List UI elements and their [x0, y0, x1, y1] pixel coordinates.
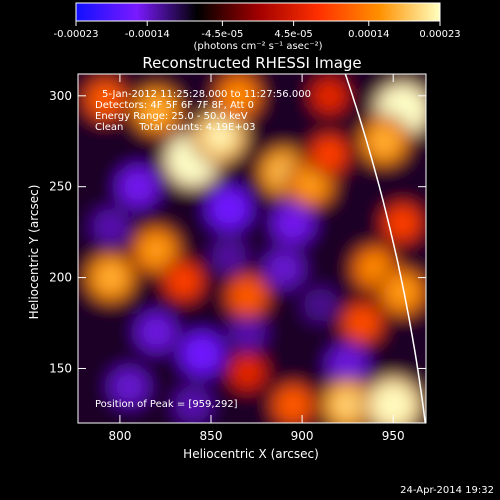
dim-source [327, 344, 368, 385]
heatmap-image [78, 74, 426, 423]
y-tick-label: 200 [49, 271, 72, 285]
bright-source-core [146, 100, 167, 121]
bright-source [86, 80, 125, 119]
dim-source [229, 314, 266, 351]
dim-source [117, 166, 159, 208]
colorbar-tick-label: 4.5e-05 [274, 29, 312, 40]
dim-source [272, 202, 314, 244]
dim-source [264, 249, 304, 288]
colorbar-tick-label: -0.00014 [125, 29, 170, 40]
dim-source [303, 287, 338, 322]
bright-source-core [365, 259, 385, 278]
y-tick-label: 300 [49, 89, 72, 103]
y-axis-label: Heliocentric Y (arcsec) [27, 185, 41, 320]
annotation-detectors: Detectors: 4F 5F 6F 7F 8F, Att 0 [95, 100, 254, 111]
y-tick-label: 250 [49, 180, 72, 194]
annotation-peak-position: Position of Peak = [959,292] [95, 399, 238, 410]
bright-source-core [392, 282, 412, 302]
bright-source [273, 385, 313, 423]
dim-source [174, 386, 211, 423]
bright-source-core [374, 131, 394, 152]
colorbar-ticks: -0.00023 -0.00014 -4.5e-05 4.5e-05 0.00014 0.… [54, 21, 461, 40]
bright-source [165, 263, 202, 300]
dim-source [211, 238, 247, 274]
annotation-clean-counts: Clean Total counts: 4.19E+03 [95, 122, 255, 133]
bright-source [312, 78, 347, 113]
footer-date: 24-Apr-2014 19:32 [400, 485, 494, 496]
bright-source-core [381, 393, 405, 417]
colorbar-unit-label: (photons cm⁻² s⁻¹ asec⁻²) [193, 41, 322, 52]
bright-source [230, 355, 265, 389]
axis-ticks: 800 850 900 950 150 200 250 300 [49, 74, 426, 443]
bright-source-core [301, 173, 321, 193]
solar-limb-curve [344, 74, 426, 423]
x-tick-label: 800 [108, 429, 131, 443]
bright-source-core [146, 240, 166, 260]
bright-source-core [229, 86, 248, 106]
x-tick-label: 850 [200, 429, 223, 443]
colorbar: -0.00023 -0.00014 -4.5e-05 4.5e-05 0.00014 0.… [54, 2, 461, 52]
bright-source [228, 276, 267, 316]
colorbar-tick-label: 0.00014 [348, 29, 389, 40]
y-tick-label: 150 [49, 361, 72, 375]
annotation-energy-range: Energy Range: 25.0 - 50.0 keV [95, 111, 248, 122]
dim-source [180, 332, 224, 376]
dim-source [109, 367, 149, 406]
bright-source-core [337, 394, 358, 416]
info-annotations: 5-Jan-2012 11:25:28.000 to 11:27:56.000 … [95, 89, 311, 410]
plot-frame [77, 73, 427, 424]
x-tick-label: 900 [291, 429, 314, 443]
x-tick-label: 950 [382, 429, 405, 443]
colorbar-tick-label: -4.5e-05 [201, 29, 243, 40]
colorbar-tick-label: 0.00023 [419, 29, 460, 40]
dim-source [207, 186, 251, 231]
dim-source [136, 312, 177, 353]
chart-title: Reconstructed RHESSI Image [142, 54, 361, 72]
bright-source [311, 135, 348, 173]
plot-area: 800 850 900 950 150 200 250 300 5-Jan-2012 11:2… [49, 73, 427, 443]
bright-source [343, 304, 381, 342]
bright-source-core [101, 267, 121, 288]
bright-source-core [209, 124, 231, 147]
colorbar-gradient [75, 2, 441, 22]
colorbar-tick-label: -0.00023 [54, 29, 99, 40]
bright-source-core [390, 98, 415, 123]
annotation-time-range: 5-Jan-2012 11:25:28.000 to 11:27:56.000 [102, 89, 311, 100]
x-axis-label: Heliocentric X (arcsec) [183, 447, 319, 461]
dim-source [92, 208, 129, 245]
bright-source [384, 204, 421, 242]
